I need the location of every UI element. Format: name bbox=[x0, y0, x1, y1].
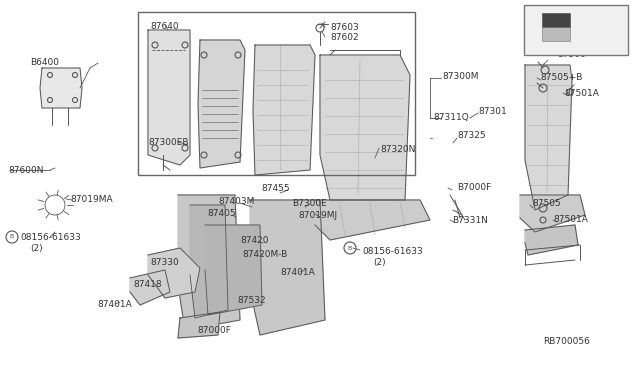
Bar bbox=[542, 13, 570, 41]
Polygon shape bbox=[178, 312, 220, 338]
Polygon shape bbox=[315, 200, 430, 240]
Polygon shape bbox=[320, 55, 410, 200]
Polygon shape bbox=[520, 195, 585, 232]
Text: 87019MJ: 87019MJ bbox=[298, 211, 337, 220]
Text: 87019MA: 87019MA bbox=[70, 195, 113, 204]
Text: 87401A: 87401A bbox=[280, 268, 315, 277]
Text: 87455: 87455 bbox=[261, 184, 290, 193]
Text: 87330: 87330 bbox=[150, 258, 179, 267]
Text: 87506: 87506 bbox=[557, 50, 586, 59]
Polygon shape bbox=[130, 270, 170, 305]
Text: 87420M-B: 87420M-B bbox=[242, 250, 287, 259]
Bar bbox=[138, 12, 415, 175]
Text: 87300M: 87300M bbox=[442, 72, 479, 81]
Text: B7331N: B7331N bbox=[452, 216, 488, 225]
Text: 87311Q: 87311Q bbox=[433, 113, 468, 122]
Text: 87301: 87301 bbox=[478, 107, 507, 116]
Polygon shape bbox=[525, 65, 572, 210]
Text: 87420: 87420 bbox=[240, 236, 269, 245]
Text: 87325: 87325 bbox=[457, 131, 486, 140]
Text: 87603: 87603 bbox=[330, 23, 359, 32]
Text: (2): (2) bbox=[30, 244, 43, 253]
Text: 87505+B: 87505+B bbox=[540, 73, 582, 82]
Polygon shape bbox=[178, 195, 240, 330]
Text: 87600N: 87600N bbox=[8, 166, 44, 175]
Polygon shape bbox=[253, 45, 315, 175]
Text: 08156-61633: 08156-61633 bbox=[362, 247, 423, 256]
Polygon shape bbox=[148, 30, 190, 165]
Text: 87501A: 87501A bbox=[553, 215, 588, 224]
Bar bbox=[524, 5, 628, 55]
Text: 87320N: 87320N bbox=[380, 145, 415, 154]
Text: RB700056: RB700056 bbox=[543, 337, 590, 346]
Text: 87640: 87640 bbox=[150, 22, 179, 31]
Polygon shape bbox=[250, 200, 325, 335]
Polygon shape bbox=[148, 248, 200, 298]
Text: B6400: B6400 bbox=[30, 58, 59, 67]
Bar bbox=[542, 13, 570, 27]
Text: 87505: 87505 bbox=[532, 199, 561, 208]
Text: B: B bbox=[348, 246, 352, 250]
Text: B7000F: B7000F bbox=[457, 183, 492, 192]
Polygon shape bbox=[525, 225, 578, 255]
Text: B: B bbox=[10, 234, 14, 240]
Text: 87000F: 87000F bbox=[197, 326, 231, 335]
Polygon shape bbox=[198, 40, 245, 168]
Polygon shape bbox=[40, 68, 82, 108]
Text: 87418: 87418 bbox=[133, 280, 162, 289]
Text: 08156-61633: 08156-61633 bbox=[20, 233, 81, 242]
Text: 87405: 87405 bbox=[207, 209, 236, 218]
Text: 87501A: 87501A bbox=[564, 89, 599, 98]
Polygon shape bbox=[190, 205, 228, 318]
Text: 87403M: 87403M bbox=[218, 197, 254, 206]
Text: 87300EB: 87300EB bbox=[148, 138, 189, 147]
Text: (2): (2) bbox=[373, 258, 386, 267]
Text: 87602: 87602 bbox=[330, 33, 358, 42]
Text: B7300E: B7300E bbox=[292, 199, 327, 208]
Text: 87532: 87532 bbox=[237, 296, 266, 305]
Text: 87401A: 87401A bbox=[97, 300, 132, 309]
Polygon shape bbox=[205, 225, 262, 315]
